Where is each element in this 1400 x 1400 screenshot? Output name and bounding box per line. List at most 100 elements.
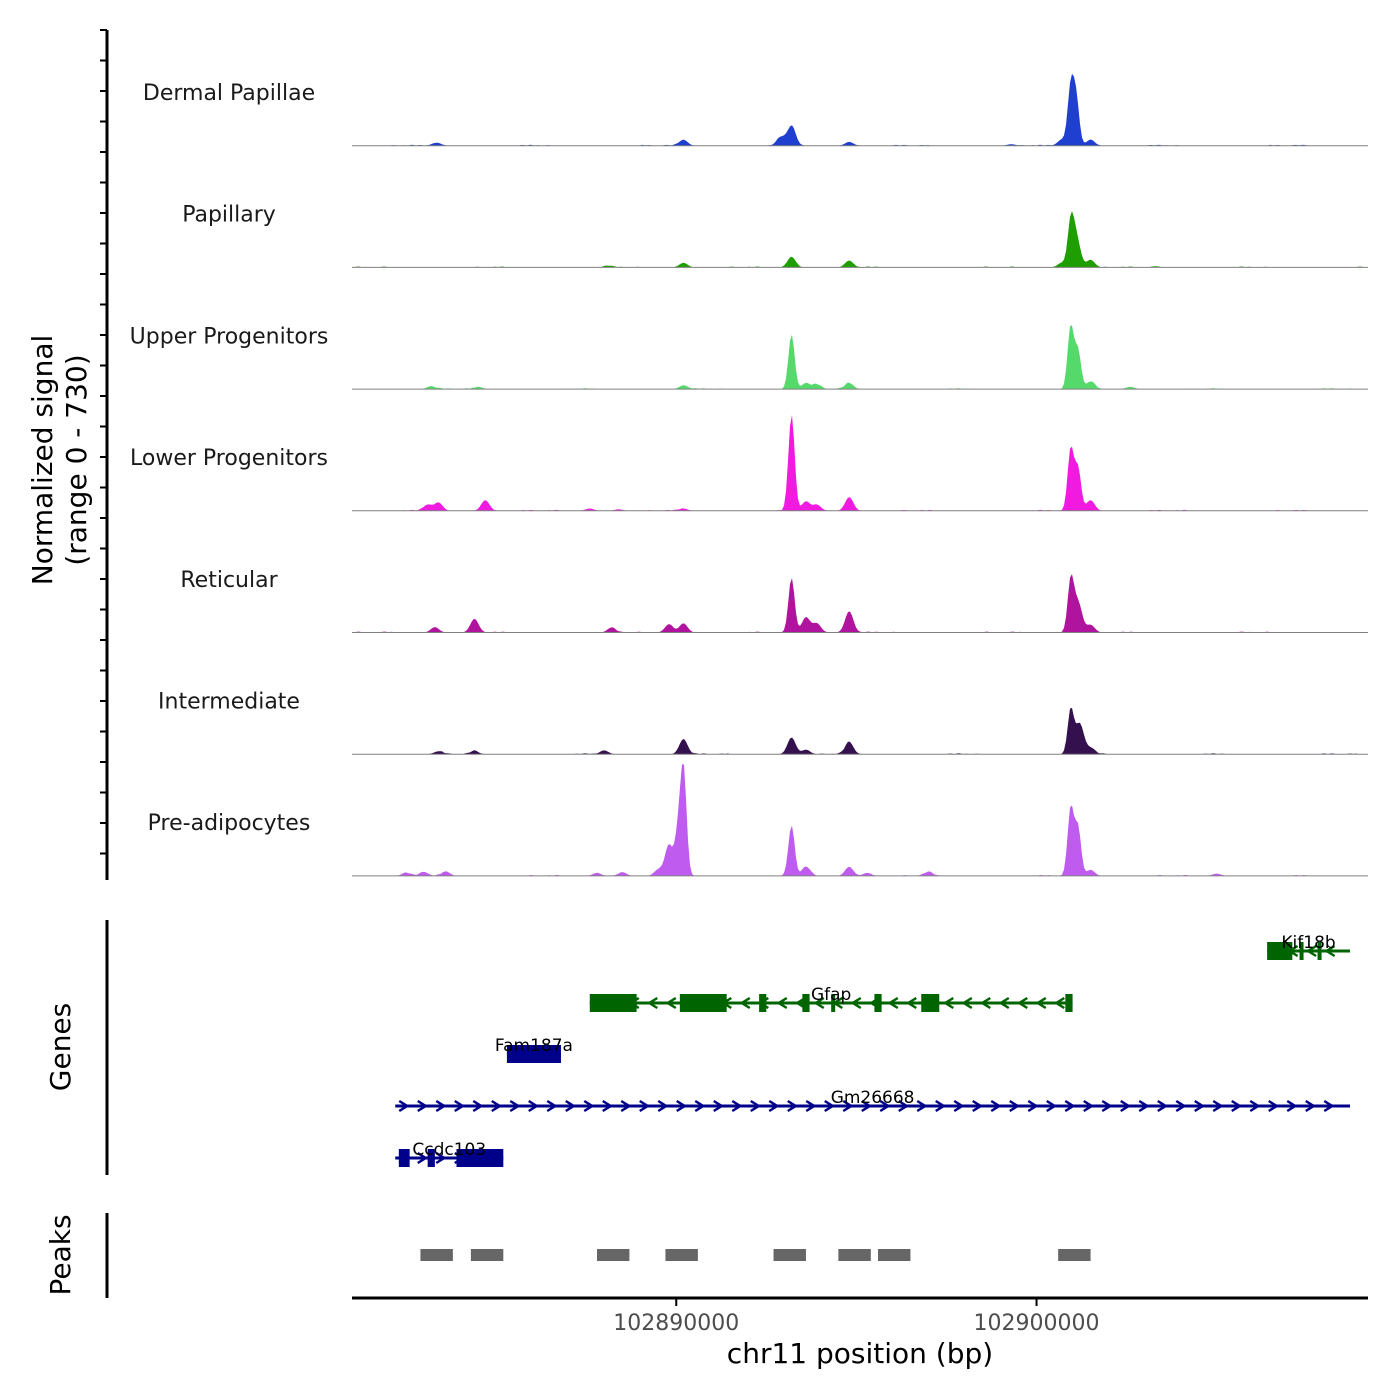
strand-chevron xyxy=(694,1099,706,1113)
peak-region xyxy=(773,1249,806,1261)
track-papillary: Papillary xyxy=(182,203,1368,268)
x-tick-label: 102890000 xyxy=(613,1311,739,1336)
signal-y-ticks xyxy=(100,29,107,855)
track-label: Papillary xyxy=(182,203,276,228)
strand-chevron xyxy=(879,1099,891,1113)
strand-chevron xyxy=(1035,996,1047,1010)
gene-exon xyxy=(506,1045,561,1063)
strand-chevron xyxy=(546,1099,558,1113)
strand-chevron xyxy=(639,1099,651,1113)
track-pre-adipocytes: Pre-adipocytes xyxy=(148,764,1368,877)
strand-chevron xyxy=(491,1099,503,1113)
strand-chevron xyxy=(1016,996,1028,1010)
strand-chevron xyxy=(528,1099,540,1113)
strand-chevron xyxy=(990,1099,1002,1113)
track-label: Intermediate xyxy=(158,690,300,715)
strand-chevron xyxy=(1046,1099,1058,1113)
strand-chevron xyxy=(583,1099,595,1113)
track-upper-progenitors: Upper Progenitors xyxy=(130,324,1368,390)
track-dermal-papillae: Dermal Papillae xyxy=(143,73,1368,147)
y-axis-title: Normalized signal (range 0 - 730) xyxy=(26,335,93,586)
strand-chevron xyxy=(665,996,677,1010)
genes-panel-label: Genes xyxy=(44,1003,77,1091)
signal-area xyxy=(352,73,1368,146)
track-label: Dermal Papillae xyxy=(143,81,315,106)
strand-chevron xyxy=(750,1099,762,1113)
signal-area xyxy=(352,707,1368,755)
gene-gm26668: Gm26668 xyxy=(395,1088,1350,1113)
peak-region xyxy=(838,1249,871,1261)
strand-chevron xyxy=(850,996,862,1010)
gene-exon xyxy=(831,994,836,1012)
x-axis-title: chr11 position (bp) xyxy=(727,1337,993,1370)
strand-chevron xyxy=(905,996,917,1010)
strand-chevron xyxy=(1249,1099,1261,1113)
strand-chevron xyxy=(1305,1099,1317,1113)
strand-chevron xyxy=(787,1099,799,1113)
strand-chevron xyxy=(620,1099,632,1113)
gene-exon xyxy=(921,994,940,1012)
gene-exon xyxy=(589,994,637,1012)
track-label: Reticular xyxy=(180,568,278,593)
signal-area xyxy=(352,325,1368,390)
strand-chevron xyxy=(887,996,899,1010)
strand-chevron xyxy=(657,1099,669,1113)
peak-region xyxy=(420,1249,453,1261)
peak-region xyxy=(1058,1249,1091,1261)
peak-region xyxy=(470,1249,504,1261)
strand-chevron xyxy=(824,1099,836,1113)
gene-exon xyxy=(456,1149,504,1167)
gene-exon xyxy=(398,1149,410,1167)
track-reticular: Reticular xyxy=(180,568,1368,633)
strand-chevron xyxy=(1231,1099,1243,1113)
signal-area xyxy=(352,574,1368,633)
strand-chevron xyxy=(1157,1099,1169,1113)
strand-chevron xyxy=(1009,1099,1021,1113)
strand-chevron xyxy=(972,1099,984,1113)
strand-chevron xyxy=(961,996,973,1010)
strand-chevron xyxy=(953,1099,965,1113)
track-label: Pre-adipocytes xyxy=(148,811,311,836)
strand-chevron xyxy=(1194,1099,1206,1113)
strand-chevron xyxy=(916,1099,928,1113)
track-lower-progenitors: Lower Progenitors xyxy=(130,415,1368,512)
strand-chevron xyxy=(398,1099,410,1113)
gene-gfap: Gfap xyxy=(589,985,1073,1012)
track-label: Upper Progenitors xyxy=(130,324,329,349)
strand-chevron xyxy=(1083,1099,1095,1113)
strand-chevron xyxy=(1324,944,1336,958)
gene-exon xyxy=(427,1149,435,1167)
signal-area xyxy=(352,211,1368,268)
strand-chevron xyxy=(731,1099,743,1113)
peak-region xyxy=(596,1249,630,1261)
strand-chevron xyxy=(1305,944,1317,958)
strand-chevron xyxy=(1120,1099,1132,1113)
signal-tracks: Dermal Papillae Papillary Upper Progenitor… xyxy=(130,73,1368,877)
strand-chevron xyxy=(1138,1099,1150,1113)
strand-chevron xyxy=(1064,1099,1076,1113)
gene-exon xyxy=(759,994,767,1012)
strand-chevron xyxy=(676,1099,688,1113)
gene-exon xyxy=(802,994,810,1012)
strand-chevron xyxy=(1323,1099,1335,1113)
x-tick-label: 102900000 xyxy=(974,1311,1100,1336)
strand-chevron xyxy=(1101,1099,1113,1113)
gene-exon xyxy=(1065,994,1073,1012)
gene-exon xyxy=(1317,942,1322,960)
strand-chevron xyxy=(739,996,751,1010)
gene-label: Gm26668 xyxy=(831,1088,915,1108)
strand-chevron xyxy=(1175,1099,1187,1113)
strand-chevron xyxy=(898,1099,910,1113)
gene-exon xyxy=(874,994,882,1012)
strand-chevron xyxy=(768,1099,780,1113)
gene-kif18b: Kif18b xyxy=(1267,933,1350,960)
gene-exon xyxy=(1267,942,1293,960)
strand-chevron xyxy=(805,1099,817,1113)
strand-chevron xyxy=(1286,1099,1298,1113)
strand-chevron xyxy=(472,1099,484,1113)
strand-chevron xyxy=(435,1099,447,1113)
strand-chevron xyxy=(935,1099,947,1113)
strand-chevron xyxy=(713,1099,725,1113)
y-axis-title-range: (range 0 - 730) xyxy=(60,354,93,565)
